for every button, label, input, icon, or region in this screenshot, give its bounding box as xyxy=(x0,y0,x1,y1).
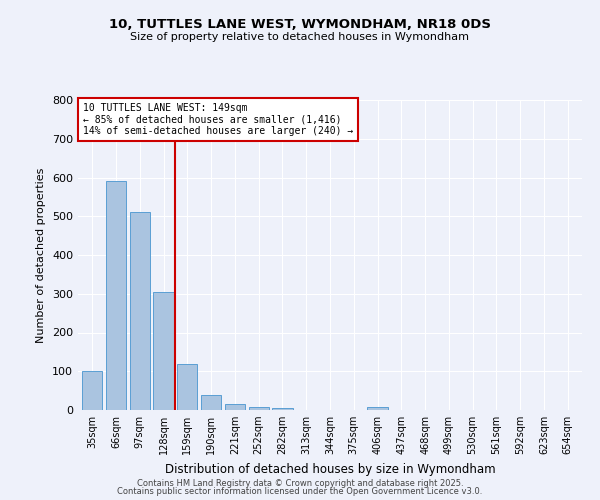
X-axis label: Distribution of detached houses by size in Wymondham: Distribution of detached houses by size … xyxy=(164,462,496,475)
Bar xyxy=(82,371,103,410)
Text: 10, TUTTLES LANE WEST, WYMONDHAM, NR18 0DS: 10, TUTTLES LANE WEST, WYMONDHAM, NR18 0… xyxy=(109,18,491,30)
Text: Size of property relative to detached houses in Wymondham: Size of property relative to detached ho… xyxy=(131,32,470,42)
Text: Contains HM Land Registry data © Crown copyright and database right 2025.: Contains HM Land Registry data © Crown c… xyxy=(137,478,463,488)
Bar xyxy=(130,212,150,410)
Text: Contains public sector information licensed under the Open Government Licence v3: Contains public sector information licen… xyxy=(118,487,482,496)
Bar xyxy=(106,182,126,410)
Text: 10 TUTTLES LANE WEST: 149sqm
← 85% of detached houses are smaller (1,416)
14% of: 10 TUTTLES LANE WEST: 149sqm ← 85% of de… xyxy=(83,103,353,136)
Bar xyxy=(248,407,269,410)
Bar xyxy=(201,396,221,410)
Bar xyxy=(367,407,388,410)
Bar xyxy=(177,364,197,410)
Bar xyxy=(154,292,173,410)
Bar xyxy=(225,404,245,410)
Y-axis label: Number of detached properties: Number of detached properties xyxy=(37,168,46,342)
Bar xyxy=(272,408,293,410)
